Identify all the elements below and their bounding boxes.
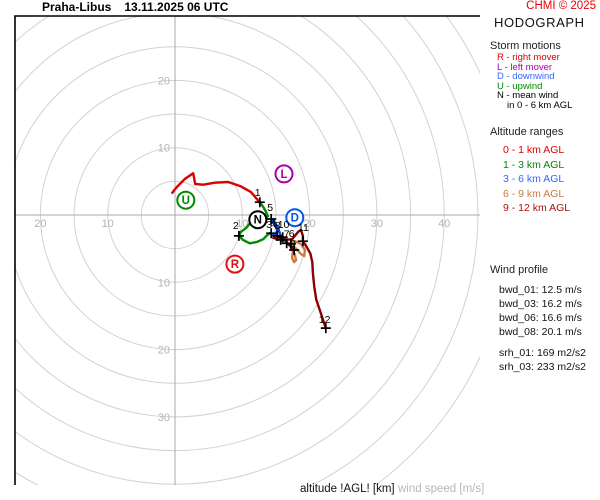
svg-text:N: N (254, 215, 262, 227)
v-axis-tick-label: 20 (158, 345, 170, 357)
v-axis-tick-label: 10 (158, 143, 170, 155)
altitude-ranges-heading: Altitude ranges (490, 126, 564, 138)
altitude-range-legend-item: 1 - 3 km AGL (503, 158, 565, 171)
h-axis-tick-label: 10 (236, 218, 248, 230)
storm-motions-legend: R - right mover L - left mover D - downwin… (497, 53, 572, 110)
km-marker-label: 6 (289, 228, 295, 240)
panel-title: HODOGRAPH (494, 15, 585, 30)
altitude-range-legend-item: 3 - 6 km AGL (503, 173, 565, 185)
km-marker-label: 8 (275, 220, 281, 232)
h-axis-tick-label: 30 (371, 218, 383, 230)
storm-marker-mean-wind: N (248, 210, 268, 230)
h-axis-tick-label: 20 (34, 218, 46, 230)
grid-ring (15, 16, 479, 485)
h-axis-tick-label: 20 (303, 218, 315, 230)
storm-marker-downwind: D (285, 208, 305, 228)
km-marker-cross (233, 230, 244, 241)
wind-profile-heading: Wind profile (490, 264, 549, 276)
plot-frame (14, 15, 480, 485)
sounding-datetime: 13.11.2025 06 UTC (124, 0, 229, 14)
storm-motion-legend-item: D - downwind (497, 71, 555, 82)
storm-marker-left-mover: L (274, 164, 294, 184)
km-marker-cross (289, 245, 300, 255)
km-marker-cross (297, 236, 308, 247)
storm-relative-helicity-stats: srh_01: 169 m2/s2 srh_03: 233 m2/s2 (499, 346, 586, 374)
storm-motion-legend-item: L - left mover (497, 61, 553, 73)
km-marker-label: 7 (284, 228, 290, 240)
wind-trace-0-1-km (171, 172, 261, 204)
altitude-ranges-legend: 0 - 1 km AGL 1 - 3 km AGL 3 - 6 km AGL 6 - … (503, 143, 570, 216)
km-marker-cross (277, 232, 288, 243)
wind-speed-axis-caption: wind speed [m/s] (398, 483, 485, 495)
grid-ring (374, 16, 480, 485)
svg-text:L: L (280, 169, 287, 181)
svg-text:R: R (231, 259, 240, 271)
bwd-stat: bwd_01: 12.5 m/s (499, 284, 582, 296)
svg-text:D: D (291, 213, 299, 225)
altitude-axis-caption: altitude !AGL! [km] (300, 483, 395, 495)
storm-motion-legend-item: U - upwind (497, 80, 543, 92)
storm-marker-upwind: U (176, 190, 196, 210)
altitude-range-legend-item: 6 - 9 km AGL (503, 187, 565, 200)
km-marker-label: 1 (255, 187, 261, 199)
storm-motion-legend-item: R - right mover (497, 52, 560, 63)
altitude-range-legend-item: 9 - 12 km AGL (503, 202, 571, 214)
km-marker-label: 9 (290, 238, 296, 250)
bwd-stat: bwd_06: 16.6 m/s (499, 312, 582, 324)
bwd-stat: bwd_03: 16.2 m/s (499, 298, 582, 310)
v-axis-tick-label: 20 (158, 75, 170, 87)
grid-ring (15, 16, 412, 452)
svg-text:U: U (182, 195, 190, 207)
storm-motion-legend-item: N - mean wind (497, 90, 559, 101)
km-marker-cross (266, 228, 277, 239)
copyright-text: CHMI © 2025 (526, 0, 596, 12)
km-marker-label: 4 (270, 218, 276, 230)
km-marker-label: 5 (267, 202, 273, 214)
h-axis-tick-label: 10 (102, 218, 114, 230)
km-marker-label: 10 (278, 219, 290, 231)
km-marker-label: 11 (298, 222, 309, 234)
v-axis-tick-label: 10 (158, 277, 170, 289)
wind-trace-1-3-km (237, 200, 272, 245)
wind-trace-6-9-km (280, 238, 307, 264)
km-marker-cross (266, 214, 277, 224)
v-axis-tick-label: 30 (158, 412, 170, 424)
bwd-stat: bwd_08: 20.1 m/s (499, 326, 582, 338)
km-marker-cross (320, 323, 331, 334)
bulk-wind-difference-stats: bwd_01: 12.5 m/s bwd_03: 16.2 m/s bwd_06: … (499, 283, 582, 339)
km-marker-label: 3 (266, 219, 272, 231)
km-marker-cross (254, 197, 265, 208)
altitude-range-legend-item: 0 - 1 km AGL (503, 144, 565, 156)
station-name: Praha-Libus (42, 0, 112, 14)
page-title: Praha-Libus 13.11.2025 06 UTC (42, 0, 228, 14)
km-marker-label: 12 (319, 314, 331, 326)
h-axis-tick-label: 40 (438, 218, 450, 230)
storm-motion-legend-item: in 0 - 6 km AGL (507, 99, 573, 111)
storm-motions-heading: Storm motions (490, 40, 561, 52)
srh-stat: srh_01: 169 m2/s2 (499, 347, 586, 359)
km-marker-label: 2 (233, 220, 239, 232)
storm-marker-right-mover: R (225, 254, 245, 274)
srh-stat: srh_03: 233 m2/s2 (499, 361, 586, 373)
km-marker-cross (285, 238, 296, 249)
polar-grid (15, 16, 480, 485)
